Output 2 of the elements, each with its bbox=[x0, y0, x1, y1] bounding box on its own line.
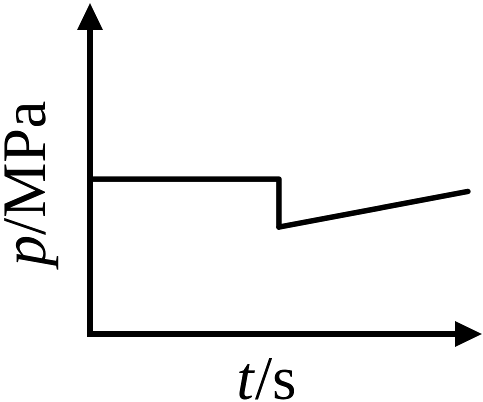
y-axis-title: p/MPa bbox=[4, 102, 58, 270]
x-axis-title: t/s bbox=[239, 358, 294, 400]
